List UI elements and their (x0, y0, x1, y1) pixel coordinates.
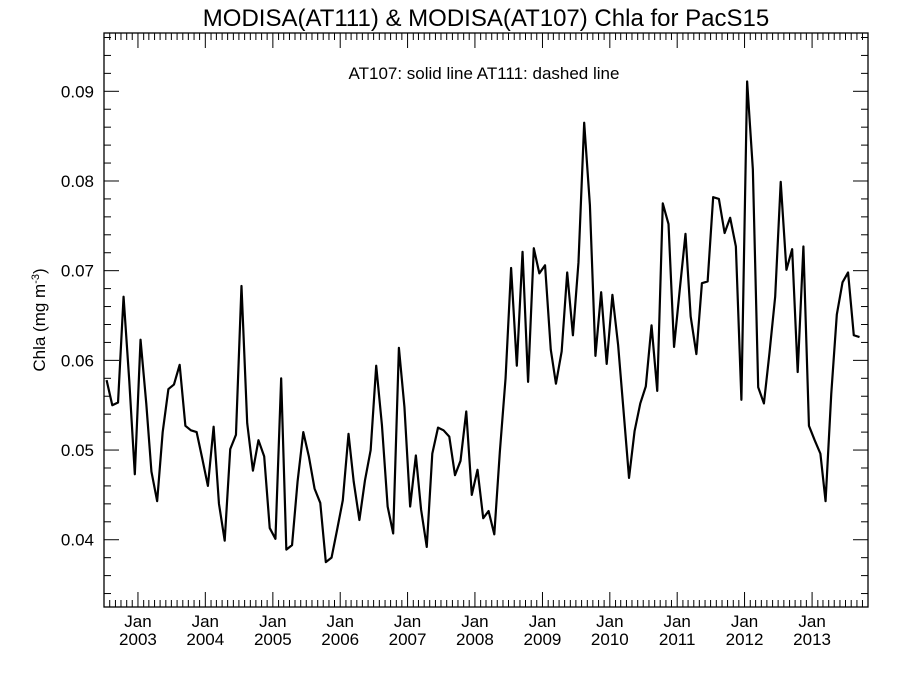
x-tick-year-4: 2007 (389, 630, 427, 649)
y-tick-label-2: 0.06 (61, 351, 94, 370)
x-tick-year-3: 2006 (321, 630, 359, 649)
chart-title: MODISA(AT111) & MODISA(AT107) Chla for P… (203, 5, 769, 32)
y-tick-label-0: 0.04 (61, 531, 94, 550)
x-tick-year-6: 2009 (524, 630, 562, 649)
x-tick-month-9: Jan (731, 612, 758, 631)
line-style-annotation: AT107: solid line AT111: dashed line (349, 64, 620, 83)
x-tick-month-1: Jan (192, 612, 219, 631)
y-axis-label-superscript: -3 (30, 274, 42, 284)
x-tick-year-9: 2012 (726, 630, 764, 649)
x-tick-year-0: 2003 (119, 630, 157, 649)
x-tick-month-3: Jan (327, 612, 354, 631)
x-tick-month-7: Jan (596, 612, 623, 631)
y-axis-label-close: ) (30, 268, 49, 274)
axis-tick-labels: 0.040.050.060.070.080.09Jan2003Jan2004Ja… (61, 82, 831, 649)
y-tick-label-3: 0.07 (61, 262, 94, 281)
y-tick-label-4: 0.08 (61, 172, 94, 191)
x-tick-year-8: 2011 (659, 630, 696, 649)
x-tick-month-2: Jan (259, 612, 286, 631)
y-axis-label: Chla (mg m-3) (30, 268, 49, 371)
y-axis-label-text: Chla (mg m (30, 284, 49, 372)
y-tick-label-1: 0.05 (61, 441, 94, 460)
y-tick-label-5: 0.09 (61, 82, 94, 101)
series-layer (105, 80, 860, 564)
x-tick-month-5: Jan (461, 612, 488, 631)
series-line-0 (105, 80, 860, 564)
x-tick-year-10: 2013 (793, 630, 831, 649)
x-tick-month-0: Jan (124, 612, 151, 631)
plot-frame (103, 32, 869, 608)
x-tick-year-2: 2005 (254, 630, 292, 649)
x-tick-year-1: 2004 (186, 630, 224, 649)
axis-ticks (103, 33, 868, 607)
x-tick-month-10: Jan (798, 612, 825, 631)
x-tick-month-4: Jan (394, 612, 421, 631)
x-tick-month-6: Jan (529, 612, 556, 631)
x-tick-month-8: Jan (663, 612, 690, 631)
x-tick-year-7: 2010 (591, 630, 629, 649)
x-tick-year-5: 2008 (456, 630, 494, 649)
